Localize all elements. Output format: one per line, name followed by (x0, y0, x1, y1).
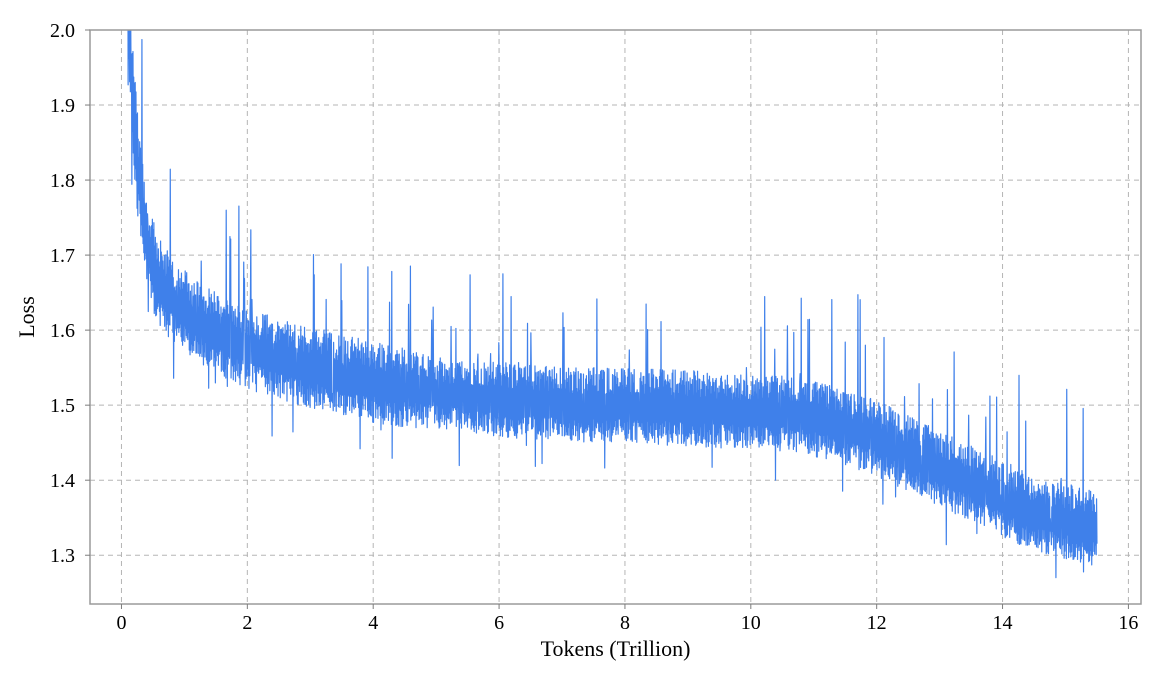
y-tick-label: 1.5 (50, 395, 75, 417)
x-tick-label: 0 (116, 612, 126, 634)
y-tick-label: 1.4 (50, 470, 75, 492)
series-layer (127, 30, 1098, 579)
grid-lines (90, 29, 1141, 604)
y-tick-label: 1.3 (50, 545, 75, 567)
y-axis-label: Loss (14, 296, 39, 338)
x-tick-label: 16 (1118, 612, 1138, 634)
x-tick-label: 4 (368, 612, 378, 634)
x-axis-label: Tokens (Trillion) (541, 636, 691, 661)
y-tick-label: 1.7 (50, 245, 75, 267)
x-axis-ticks: 0 2 4 6 8 10 12 14 16 (116, 604, 1138, 634)
y-tick-label: 1.8 (50, 170, 75, 192)
plot-frame (89, 29, 1142, 605)
x-tick-label: 2 (242, 612, 252, 634)
y-tick-label: 1.9 (50, 95, 75, 117)
x-tick-label: 12 (867, 612, 887, 634)
x-tick-label: 14 (993, 612, 1013, 634)
x-tick-label: 10 (741, 612, 761, 634)
x-tick-label: 6 (494, 612, 504, 634)
x-tick-label: 8 (620, 612, 630, 634)
y-axis-ticks: 1.3 1.4 1.5 1.6 1.7 1.8 1.9 2.0 (50, 20, 90, 567)
y-tick-label: 2.0 (50, 20, 75, 42)
loss-series-line (127, 30, 1098, 579)
y-tick-label: 1.6 (50, 320, 75, 342)
